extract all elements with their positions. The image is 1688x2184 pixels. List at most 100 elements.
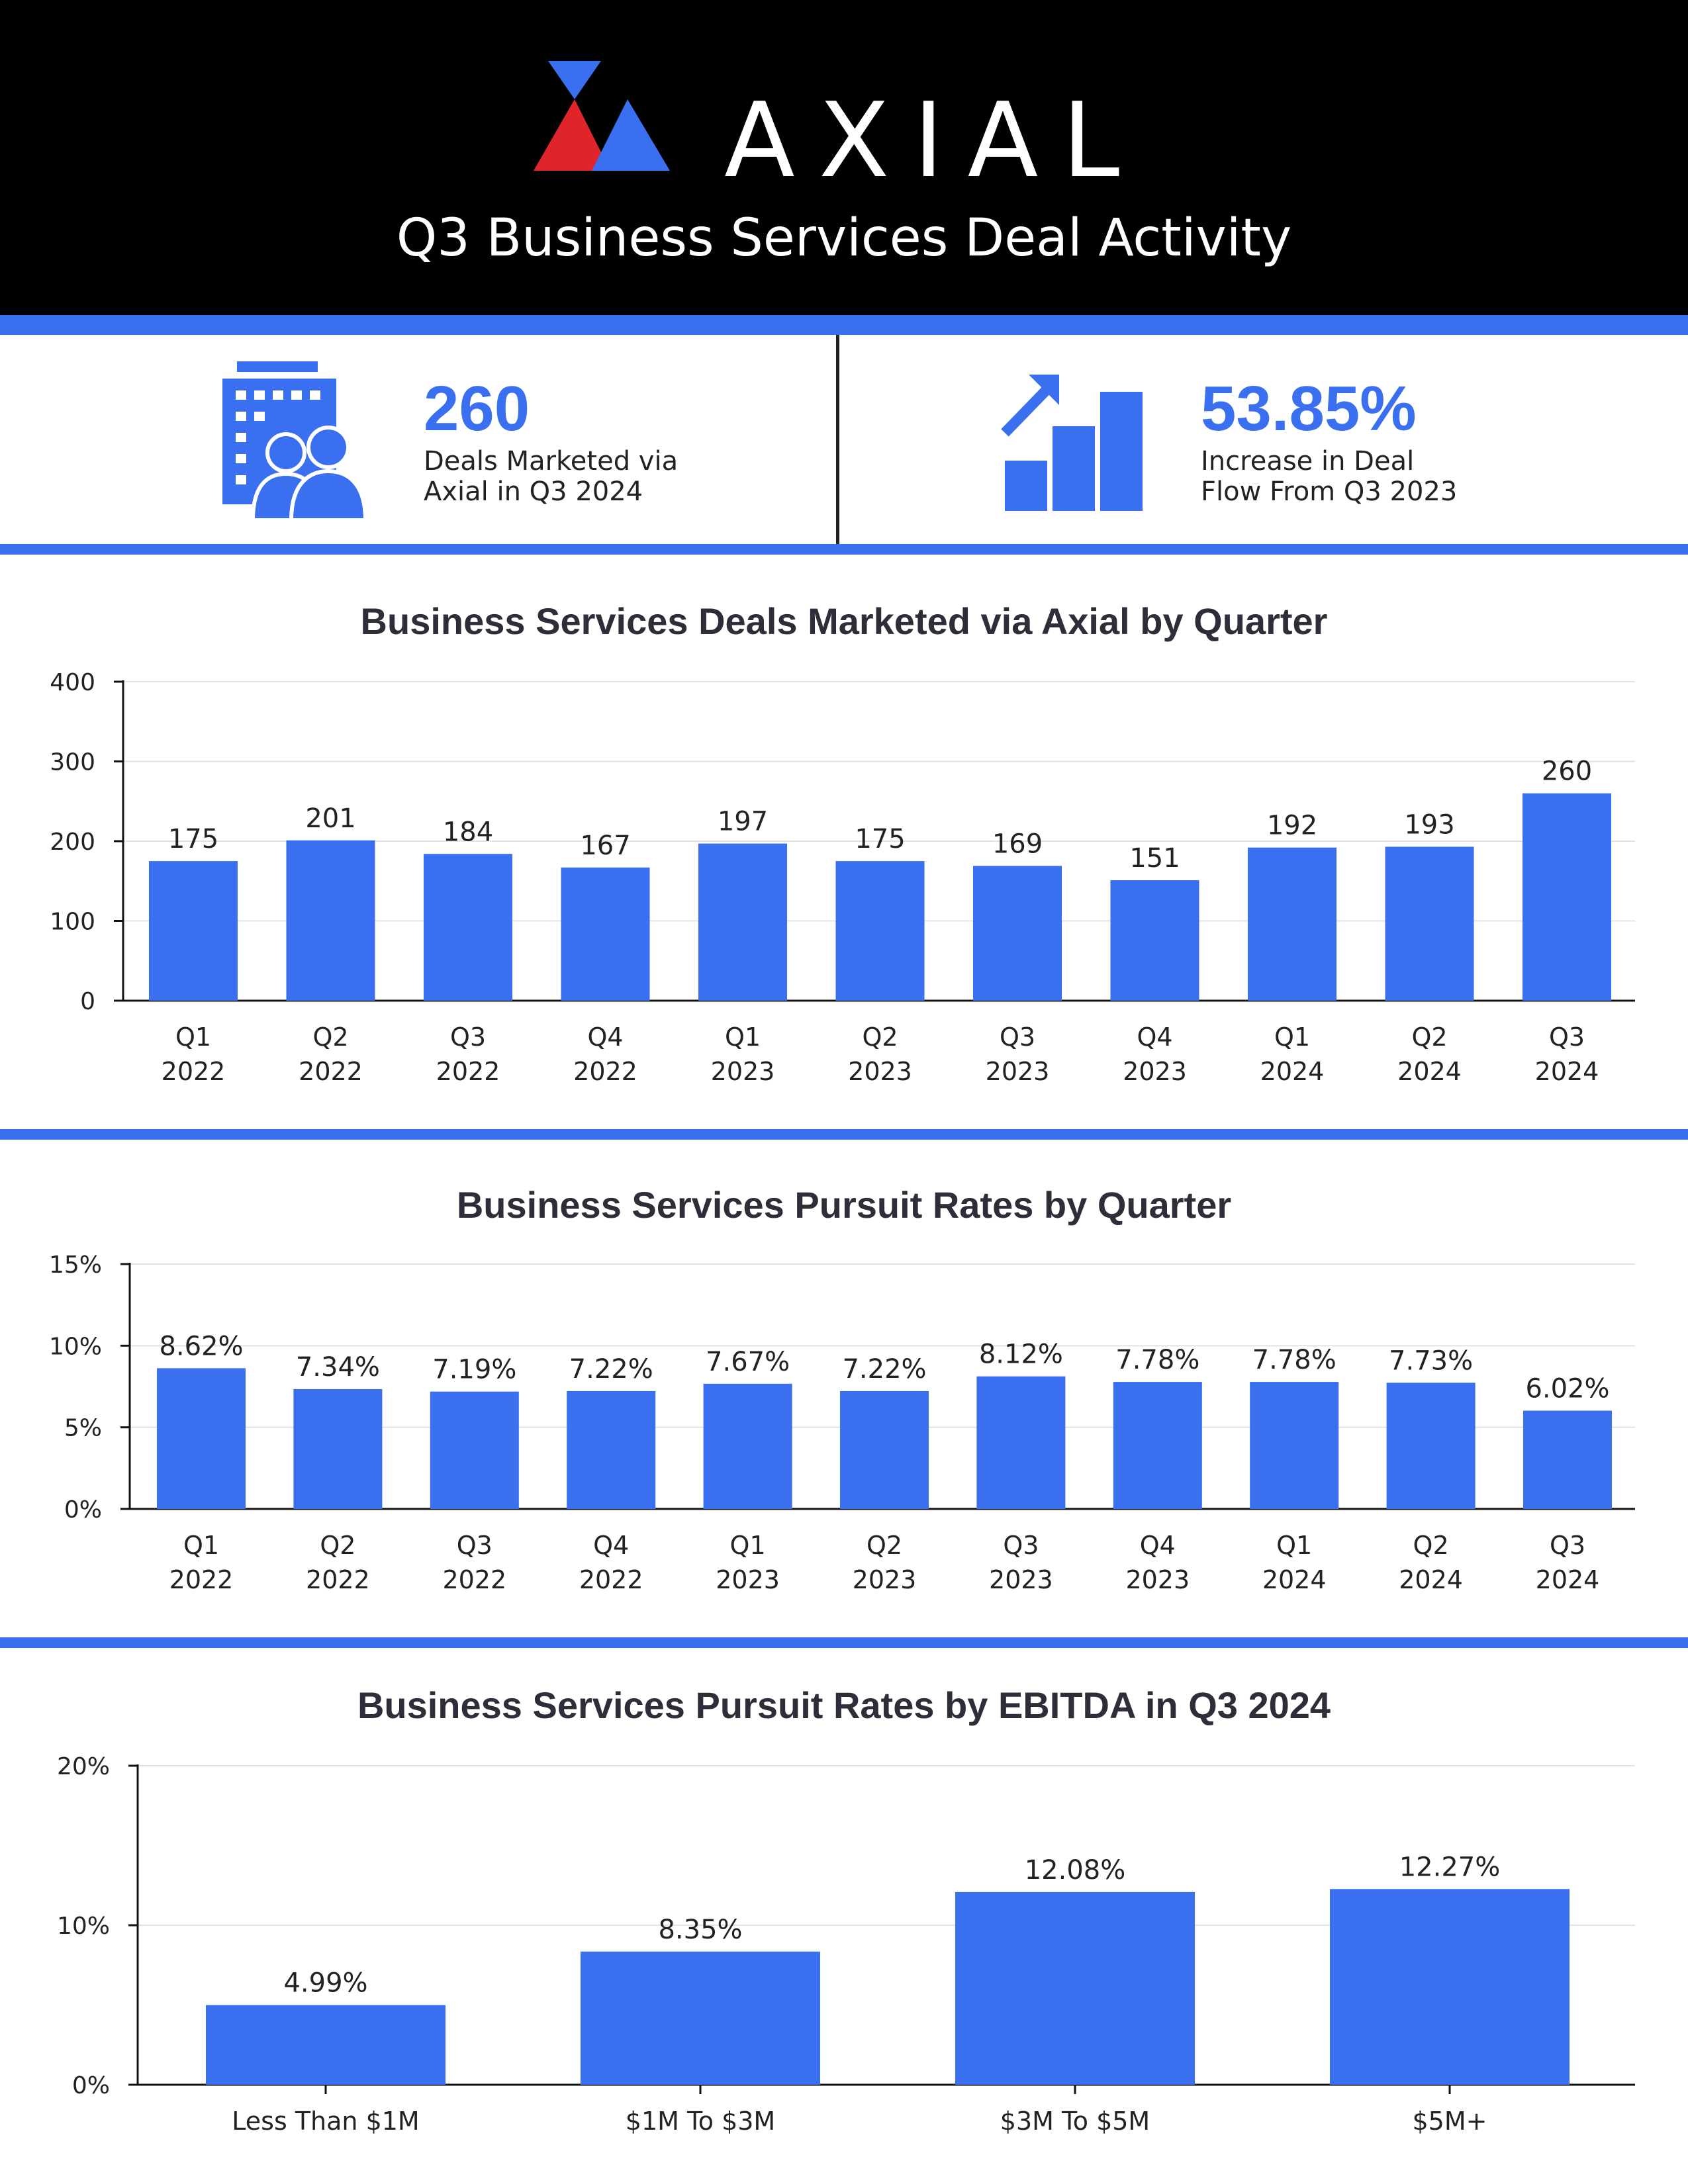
x-tick-label: Q1 (175, 1023, 211, 1052)
bar (840, 1390, 929, 1509)
x-tick-label: 2022 (442, 1565, 506, 1594)
data-label: 260 (1542, 756, 1592, 787)
deal-flow-increase-value: 53.85% (1201, 373, 1417, 444)
stats-row: 260 Deals Marketed via Axial in Q3 2024 … (0, 335, 1688, 544)
x-tick-label: 2023 (1123, 1057, 1187, 1086)
bar (1250, 1382, 1339, 1509)
bar (835, 861, 925, 1001)
stat-label-line: Deals Marketed via (424, 446, 679, 477)
data-label: 197 (718, 807, 768, 837)
data-label: 4.99% (283, 1968, 367, 1999)
data-label: 8.62% (159, 1331, 243, 1361)
x-tick-label: Q2 (867, 1531, 902, 1560)
x-tick-label: 2023 (1125, 1565, 1190, 1594)
bar (157, 1368, 246, 1509)
x-tick-label: Q2 (320, 1531, 355, 1560)
data-label: 7.78% (1252, 1345, 1336, 1375)
x-tick-label: $1M To $3M (626, 2107, 775, 2136)
y-tick-label: 200 (50, 829, 95, 856)
x-tick-label: $3M To $5M (1000, 2107, 1150, 2136)
x-tick-label: 2024 (1536, 1565, 1600, 1594)
stat-label-line: Flow From Q3 2023 (1201, 477, 1458, 507)
bar (430, 1391, 519, 1509)
x-tick-label: Q2 (1411, 1023, 1447, 1052)
data-label: 193 (1404, 809, 1454, 840)
bar (1523, 793, 1611, 1001)
deals-marketed-value: 260 (424, 373, 530, 444)
x-tick-label: 2022 (162, 1057, 226, 1086)
x-tick-label: 2022 (169, 1565, 234, 1594)
x-tick-label: 2023 (716, 1565, 780, 1594)
x-tick-label: 2023 (848, 1057, 912, 1086)
y-tick-label: 10% (49, 1333, 102, 1360)
x-tick-label: Q1 (725, 1023, 761, 1052)
data-label: 12.27% (1399, 1852, 1501, 1882)
x-tick-label: Q3 (1003, 1531, 1039, 1560)
x-tick-label: Q1 (1276, 1531, 1312, 1560)
header: AXIAL Q3 Business Services Deal Activity (0, 0, 1688, 315)
bar (149, 861, 238, 1001)
deals-marketed-label: Deals Marketed via Axial in Q3 2024 (424, 446, 678, 507)
section-divider (0, 1129, 1688, 1140)
y-tick-label: 0 (80, 988, 95, 1015)
chart-title: Business Services Pursuit Rates by EBITD… (357, 1684, 1331, 1726)
chart-title: Business Services Deals Marketed via Axi… (360, 600, 1328, 642)
data-label: 8.12% (979, 1340, 1063, 1370)
data-label: 12.08% (1025, 1855, 1126, 1886)
bar (1330, 1889, 1570, 2085)
office-building-people-icon (222, 361, 365, 520)
y-tick-label: 10% (57, 1913, 110, 1940)
x-tick-label: 2022 (579, 1565, 643, 1594)
bar (976, 1376, 1066, 1509)
x-tick-label: Q3 (1549, 1023, 1585, 1052)
bar (1385, 846, 1474, 1001)
y-tick-label: 15% (49, 1251, 102, 1279)
x-tick-label: Q3 (1550, 1531, 1585, 1560)
stats-divider (836, 335, 839, 544)
bar (703, 1383, 792, 1509)
bar (955, 1891, 1195, 2085)
y-tick-label: 0% (64, 1496, 102, 1524)
x-tick-label: 2022 (306, 1565, 370, 1594)
x-tick-label: 2022 (573, 1057, 637, 1086)
y-tick-label: 300 (50, 749, 95, 776)
y-tick-label: 20% (57, 1753, 110, 1780)
x-tick-label: Q3 (1000, 1023, 1035, 1052)
section-divider (0, 1637, 1688, 1648)
logo-left-triangle (534, 99, 610, 171)
data-label: 7.78% (1115, 1345, 1199, 1375)
bar (1386, 1383, 1476, 1509)
deal-flow-increase-label: Increase in Deal Flow From Q3 2023 (1201, 446, 1457, 507)
y-tick-label: 5% (64, 1415, 102, 1442)
x-tick-label: 2024 (1262, 1565, 1327, 1594)
bar (424, 854, 512, 1001)
bar (206, 2005, 445, 2085)
growth-bar-chart-icon (1001, 375, 1143, 511)
data-label: 6.02% (1525, 1374, 1609, 1404)
x-tick-label: Q3 (450, 1023, 486, 1052)
x-tick-label: Q4 (593, 1531, 629, 1560)
x-tick-label: Q1 (1274, 1023, 1310, 1052)
x-tick-label: $5M+ (1413, 2107, 1487, 2136)
data-label: 192 (1267, 811, 1317, 841)
x-tick-label: 2023 (711, 1057, 775, 1086)
x-tick-label: Q1 (730, 1531, 766, 1560)
section-divider (0, 544, 1688, 555)
bar (973, 866, 1062, 1001)
data-label: 169 (992, 829, 1043, 859)
x-tick-label: Less Than $1M (232, 2107, 419, 2136)
x-tick-label: 2023 (989, 1565, 1053, 1594)
bar (581, 1951, 820, 2085)
data-label: 7.19% (432, 1355, 516, 1385)
x-tick-label: Q4 (1137, 1023, 1172, 1052)
bar (567, 1390, 656, 1509)
data-label: 201 (305, 803, 355, 834)
bar (1110, 880, 1199, 1001)
x-tick-label: Q4 (1140, 1531, 1176, 1560)
x-tick-label: Q2 (1413, 1531, 1449, 1560)
bar (1113, 1382, 1202, 1509)
y-tick-label: 0% (72, 2072, 110, 2099)
y-tick-label: 400 (50, 669, 95, 696)
data-label: 175 (168, 824, 218, 854)
x-tick-label: Q4 (587, 1023, 623, 1052)
